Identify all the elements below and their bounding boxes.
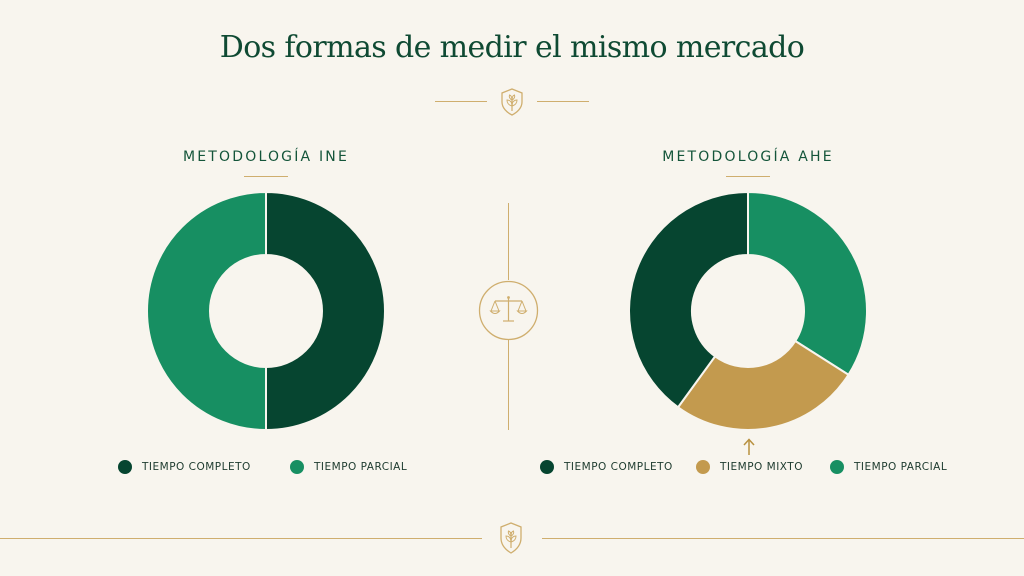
- legend-label: TIEMPO PARCIAL: [314, 461, 408, 473]
- legend-swatch: [540, 460, 554, 474]
- legend-label: TIEMPO MIXTO: [720, 461, 803, 473]
- donut-segment-tiempo-parcial: [146, 190, 267, 432]
- donut-segment-tiempo-mixto: [676, 339, 850, 431]
- title-divider-right: [537, 101, 589, 102]
- chart-title-ahe: METODOLOGÍA AHE: [662, 149, 834, 165]
- arrow-up-icon: [743, 438, 755, 455]
- leaf-shield-icon: [500, 522, 522, 554]
- legend-swatch: [290, 460, 304, 474]
- donut-segment-tiempo-completo: [628, 190, 749, 409]
- legend-item-tiempo-parcial: TIEMPO PARCIAL: [290, 460, 407, 474]
- page-title: Dos formas de medir el mismo mercado: [219, 30, 805, 65]
- donut-segment-tiempo-parcial: [747, 190, 868, 377]
- chart-title-underline: [726, 176, 770, 177]
- legend-label: TIEMPO PARCIAL: [854, 461, 948, 473]
- legend-item-tiempo-completo: TIEMPO COMPLETO: [540, 460, 673, 474]
- legend-item-tiempo-completo: TIEMPO COMPLETO: [118, 460, 251, 474]
- balance-scale-icon: [478, 280, 539, 341]
- footer-divider-left: [0, 538, 482, 539]
- legend-item-tiempo-mixto: TIEMPO MIXTO: [696, 460, 803, 474]
- footer-divider-right: [542, 538, 1024, 539]
- center-divider-bottom: [508, 340, 509, 430]
- legend-label: TIEMPO COMPLETO: [142, 461, 251, 473]
- legend-swatch: [830, 460, 844, 474]
- title-divider-left: [435, 101, 487, 102]
- leaf-shield-icon: [501, 88, 523, 116]
- legend-item-tiempo-parcial: TIEMPO PARCIAL: [830, 460, 947, 474]
- chart-title-ine: METODOLOGÍA INE: [182, 149, 350, 165]
- chart-title-underline: [244, 176, 288, 177]
- legend-swatch: [118, 460, 132, 474]
- legend-label: TIEMPO COMPLETO: [564, 461, 673, 473]
- center-divider-top: [508, 203, 509, 280]
- donut-segment-tiempo-completo: [265, 190, 386, 432]
- legend-swatch: [696, 460, 710, 474]
